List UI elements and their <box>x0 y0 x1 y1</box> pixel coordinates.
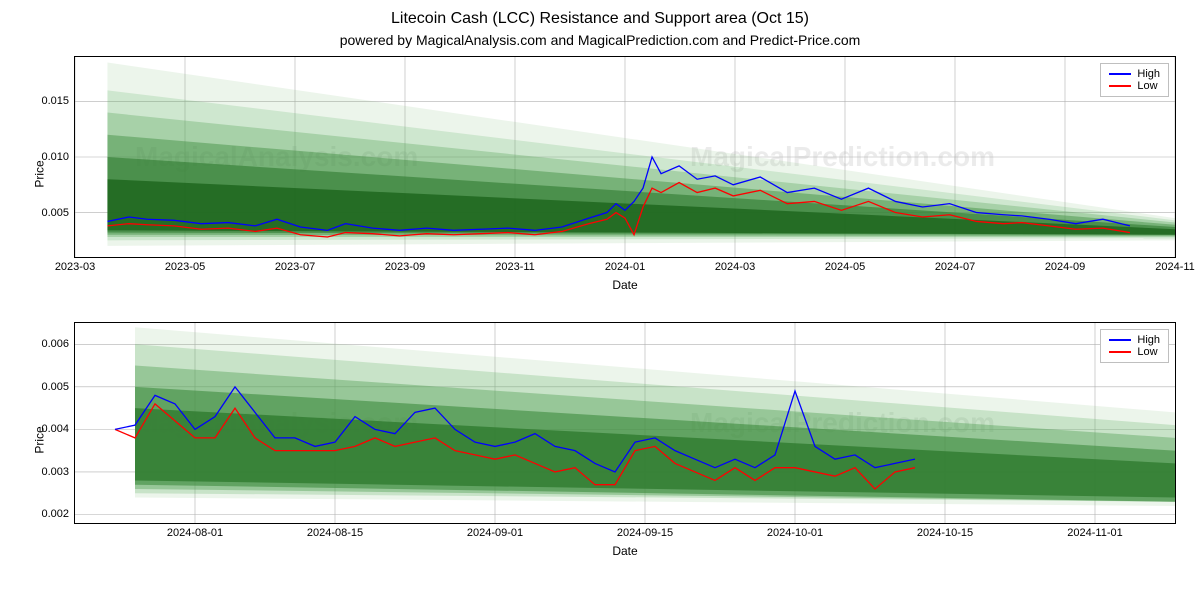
legend-item-high-2: High <box>1109 334 1160 346</box>
xtick-label: 2024-11 <box>1155 261 1195 273</box>
chart-1-xlabel: Date <box>70 278 1180 292</box>
chart-1-legend: High Low <box>1100 63 1169 97</box>
xtick-label: 2024-09 <box>1045 261 1085 273</box>
ytick-label: 0.005 <box>41 381 69 393</box>
xtick-label: 2023-11 <box>495 261 535 273</box>
legend-item-low-2: Low <box>1109 346 1160 358</box>
legend-item-low: Low <box>1109 80 1160 92</box>
legend-swatch-low-2 <box>1109 351 1131 353</box>
xtick-label: 2023-03 <box>55 261 95 273</box>
ytick-label: 0.002 <box>41 508 69 520</box>
xtick-label: 2023-07 <box>275 261 315 273</box>
legend-label-low: Low <box>1137 80 1157 92</box>
xtick-label: 2024-10-15 <box>917 527 973 539</box>
xtick-label: 2023-05 <box>165 261 205 273</box>
chart-2-xlabel: Date <box>70 544 1180 558</box>
xtick-label: 2024-08-01 <box>167 527 223 539</box>
chart-1-ylabel: Price <box>33 160 47 187</box>
legend-swatch-high <box>1109 73 1131 75</box>
chart-1-plot-area: MagicalAnalysis.com MagicalPrediction.co… <box>74 56 1176 258</box>
xtick-label: 2024-09-01 <box>467 527 523 539</box>
ytick-label: 0.005 <box>41 207 69 219</box>
legend-label-low-2: Low <box>1137 346 1157 358</box>
ytick-label: 0.010 <box>41 151 69 163</box>
legend-swatch-high-2 <box>1109 339 1131 341</box>
xtick-label: 2024-05 <box>825 261 865 273</box>
xtick-label: 2024-03 <box>715 261 755 273</box>
xtick-label: 2024-09-15 <box>617 527 673 539</box>
chart-1-svg <box>75 57 1175 257</box>
ytick-label: 0.004 <box>41 423 69 435</box>
xtick-label: 2024-11-01 <box>1067 527 1122 539</box>
ytick-label: 0.003 <box>41 466 69 478</box>
chart-2-svg <box>75 323 1175 523</box>
legend-label-high-2: High <box>1137 334 1160 346</box>
xtick-label: 2024-10-01 <box>767 527 823 539</box>
xtick-label: 2023-09 <box>385 261 425 273</box>
legend-label-high: High <box>1137 68 1160 80</box>
ytick-label: 0.006 <box>41 338 69 350</box>
legend-item-high: High <box>1109 68 1160 80</box>
ytick-label: 0.015 <box>41 95 69 107</box>
chart-2-container: Price MagicalAnalysis.com MagicalPredict… <box>70 322 1180 558</box>
chart-title: Litecoin Cash (LCC) Resistance and Suppo… <box>10 10 1190 28</box>
xtick-label: 2024-08-15 <box>307 527 363 539</box>
chart-2-legend: High Low <box>1100 329 1169 363</box>
xtick-label: 2024-07 <box>935 261 975 273</box>
chart-1-container: Price MagicalAnalysis.com MagicalPredict… <box>70 56 1180 292</box>
chart-subtitle: powered by MagicalAnalysis.com and Magic… <box>10 32 1190 48</box>
chart-2-plot-area: MagicalAnalysis.com MagicalPrediction.co… <box>74 322 1176 524</box>
xtick-label: 2024-01 <box>605 261 645 273</box>
legend-swatch-low <box>1109 85 1131 87</box>
